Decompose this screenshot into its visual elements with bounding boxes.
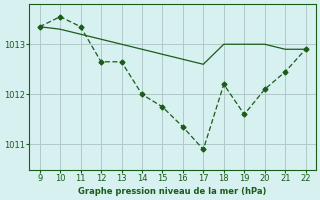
- X-axis label: Graphe pression niveau de la mer (hPa): Graphe pression niveau de la mer (hPa): [78, 187, 267, 196]
